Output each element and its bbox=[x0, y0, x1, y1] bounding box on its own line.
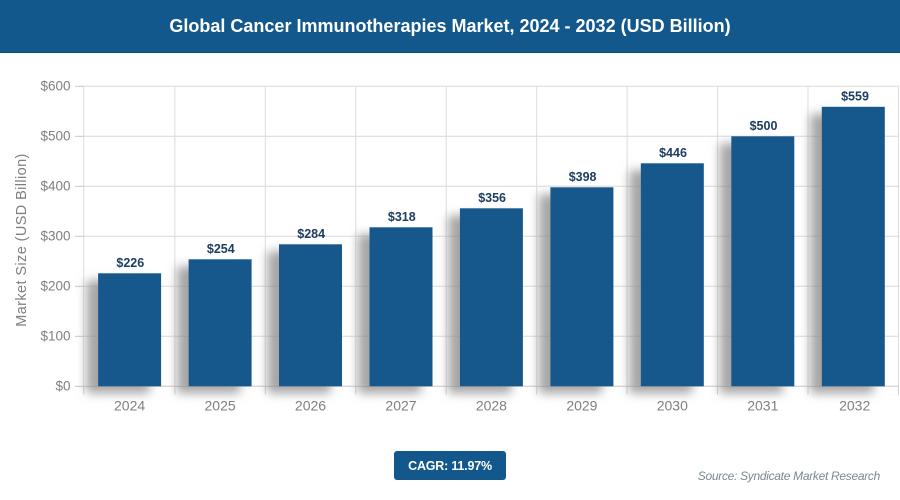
svg-text:2031: 2031 bbox=[747, 397, 778, 413]
svg-text:2030: 2030 bbox=[657, 397, 688, 413]
svg-text:$200: $200 bbox=[40, 279, 70, 294]
svg-text:$300: $300 bbox=[40, 229, 70, 244]
svg-text:$500: $500 bbox=[750, 119, 778, 133]
svg-text:$500: $500 bbox=[40, 129, 70, 144]
svg-text:$100: $100 bbox=[40, 329, 70, 344]
svg-text:2029: 2029 bbox=[566, 397, 597, 413]
svg-text:$356: $356 bbox=[478, 191, 506, 205]
svg-text:$318: $318 bbox=[388, 210, 416, 224]
svg-text:$398: $398 bbox=[569, 170, 597, 184]
svg-text:2032: 2032 bbox=[839, 397, 870, 413]
svg-text:$284: $284 bbox=[297, 227, 325, 241]
svg-text:$559: $559 bbox=[841, 90, 869, 104]
svg-text:$0: $0 bbox=[55, 379, 70, 394]
svg-text:2028: 2028 bbox=[476, 397, 507, 413]
svg-text:$226: $226 bbox=[116, 256, 144, 270]
svg-text:Market Size (USD Billion): Market Size (USD Billion) bbox=[14, 153, 30, 327]
svg-text:$254: $254 bbox=[207, 242, 235, 256]
svg-text:$600: $600 bbox=[40, 79, 70, 94]
svg-text:2026: 2026 bbox=[295, 397, 326, 413]
svg-text:$400: $400 bbox=[40, 179, 70, 194]
svg-text:2025: 2025 bbox=[205, 397, 236, 413]
svg-text:2027: 2027 bbox=[385, 397, 416, 413]
svg-text:2024: 2024 bbox=[114, 397, 145, 413]
svg-text:$446: $446 bbox=[659, 146, 687, 160]
